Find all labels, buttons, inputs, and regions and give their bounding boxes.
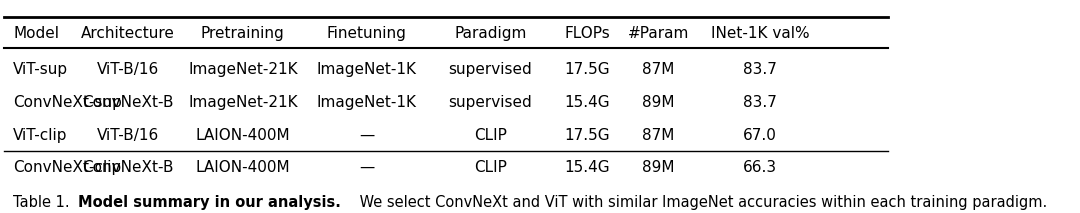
Text: 87M: 87M [643, 128, 674, 142]
Text: LAION-400M: LAION-400M [195, 128, 291, 142]
Text: supervised: supervised [448, 62, 532, 77]
Text: CLIP: CLIP [474, 128, 507, 142]
Text: FLOPs: FLOPs [565, 26, 610, 41]
Text: supervised: supervised [448, 95, 532, 110]
Text: ViT-B/16: ViT-B/16 [97, 62, 159, 77]
Text: 15.4G: 15.4G [565, 160, 610, 175]
Text: ImageNet-21K: ImageNet-21K [188, 62, 298, 77]
Text: 17.5G: 17.5G [565, 62, 610, 77]
Text: ConvNeXt-B: ConvNeXt-B [82, 95, 174, 110]
Text: ViT-sup: ViT-sup [13, 62, 68, 77]
Text: —: — [359, 128, 374, 142]
Text: 17.5G: 17.5G [565, 128, 610, 142]
Text: ConvNeXt-sup: ConvNeXt-sup [13, 95, 122, 110]
Text: ConvNeXt-B: ConvNeXt-B [82, 160, 174, 175]
Text: 89M: 89M [642, 160, 675, 175]
Text: Model: Model [13, 26, 59, 41]
Text: Model summary in our analysis.: Model summary in our analysis. [78, 195, 340, 210]
Text: #Param: #Param [627, 26, 689, 41]
Text: ImageNet-1K: ImageNet-1K [316, 95, 417, 110]
Text: 15.4G: 15.4G [565, 95, 610, 110]
Text: ConvNeXt-clip: ConvNeXt-clip [13, 160, 121, 175]
Text: ViT-B/16: ViT-B/16 [97, 128, 159, 142]
Text: Pretraining: Pretraining [201, 26, 285, 41]
Text: 87M: 87M [643, 62, 674, 77]
Text: ViT-clip: ViT-clip [13, 128, 68, 142]
Text: Architecture: Architecture [81, 26, 175, 41]
Text: 83.7: 83.7 [743, 95, 777, 110]
Text: Finetuning: Finetuning [326, 26, 406, 41]
Text: CLIP: CLIP [474, 160, 507, 175]
Text: ImageNet-21K: ImageNet-21K [188, 95, 298, 110]
Text: Paradigm: Paradigm [454, 26, 527, 41]
Text: —: — [359, 160, 374, 175]
Text: 83.7: 83.7 [743, 62, 777, 77]
Text: Table 1.: Table 1. [13, 195, 75, 210]
Text: INet-1K val%: INet-1K val% [711, 26, 809, 41]
Text: 67.0: 67.0 [743, 128, 777, 142]
Text: LAION-400M: LAION-400M [195, 160, 291, 175]
Text: ImageNet-1K: ImageNet-1K [316, 62, 417, 77]
Text: We select ConvNeXt and ViT with similar ImageNet accuracies within each training: We select ConvNeXt and ViT with similar … [355, 195, 1048, 210]
Text: 89M: 89M [642, 95, 675, 110]
Text: 66.3: 66.3 [743, 160, 777, 175]
